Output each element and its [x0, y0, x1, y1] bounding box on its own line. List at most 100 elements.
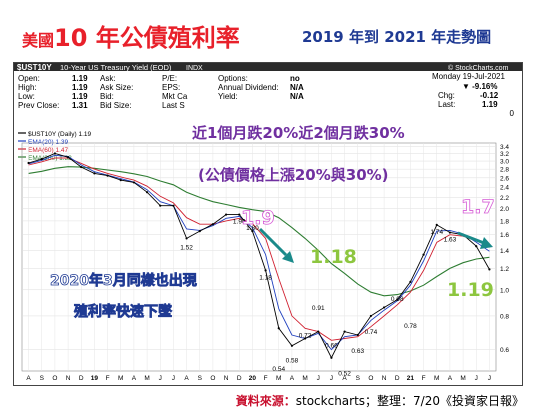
data-point — [80, 165, 83, 169]
index-tag: INDX — [186, 65, 203, 72]
credit-text: © StockCharts.com — [448, 64, 509, 72]
x-tick-label: J — [172, 375, 175, 382]
quote-label: Ask Size: — [100, 83, 133, 92]
data-point — [172, 204, 175, 207]
data-label: 0.91 — [312, 305, 325, 312]
x-tick-label: O — [210, 375, 215, 382]
y-tick-label: 2.2 — [500, 195, 509, 202]
x-tick-label: A — [342, 375, 347, 382]
annotation-level-1-7: 1.7 — [461, 196, 495, 218]
series-line — [28, 157, 490, 341]
data-label: 1.74 — [430, 229, 443, 236]
x-tick-label: F — [106, 375, 110, 382]
data-point — [303, 337, 307, 340]
quote-label: Options: — [218, 74, 248, 83]
y-tick-label: 3.4 — [500, 144, 509, 151]
x-tick-label: A — [184, 375, 189, 382]
y-tick-label: 2.6 — [500, 175, 509, 182]
arrow-2021-shaft — [457, 231, 485, 245]
quote-label: Annual Dividend: — [218, 83, 278, 92]
date-text: Monday 19-Jul-2021 — [432, 72, 505, 81]
quote-value: 1.19 — [72, 83, 88, 92]
series-line — [28, 154, 490, 351]
data-label: 1.80 — [246, 225, 259, 232]
x-tick-label: D — [395, 375, 400, 382]
quote-value: 1.31 — [72, 101, 88, 110]
data-point — [356, 333, 359, 337]
annotation-level-1-9: 1.9 — [241, 207, 275, 229]
source-text: stockcharts；整理：7/20《投資家日報》 — [295, 394, 524, 408]
x-tick-label: S — [198, 375, 203, 382]
quote-value: 1.19 — [72, 74, 88, 83]
plot-area — [21, 142, 497, 372]
data-point — [53, 152, 57, 155]
description-text: 10-Year US Treasury Yield (EOD) — [60, 63, 172, 72]
data-point — [277, 327, 280, 330]
quote-label: High: — [18, 83, 37, 92]
data-label: 1.18 — [259, 274, 272, 281]
source-footer: 資料來源：stockcharts；整理：7/20《投資家日報》 — [236, 392, 524, 409]
x-tick-label: O — [52, 375, 57, 382]
data-label: 0.74 — [365, 329, 378, 336]
arrow-2021-head — [480, 237, 493, 249]
data-label: 0.78 — [404, 323, 417, 330]
legend-label: $UST10Y (Daily) 1.19 — [28, 131, 91, 138]
x-tick-label: 19 — [91, 375, 99, 382]
y-tick-label: 3.2 — [500, 151, 509, 158]
quote-value: 1.19 — [72, 92, 88, 101]
data-point — [475, 245, 478, 248]
annotation-decline: 近1個月跌20%近2個月跌30% — [192, 124, 405, 142]
x-tick-label: M — [460, 375, 465, 382]
x-tick-label: N — [382, 375, 387, 382]
x-tick-label: 21 — [407, 375, 415, 382]
data-point — [435, 223, 438, 226]
arrow-2020-head — [282, 251, 294, 263]
data-point — [132, 181, 136, 184]
source-label: 資料來源： — [235, 394, 296, 408]
quote-value: no — [290, 74, 300, 83]
data-point — [159, 204, 162, 207]
x-tick-label: S — [40, 375, 45, 382]
annotation-bond-price: (公債價格上漲20%與30%) — [198, 166, 389, 184]
quote-label: P/E: — [162, 74, 177, 83]
legend-label: EMA(20) 1.39 — [28, 139, 68, 146]
last-value: 1.19 — [482, 100, 498, 109]
quote-label: Open: — [18, 74, 40, 83]
x-tick-label: J — [330, 375, 333, 382]
x-tick-label: J — [488, 375, 491, 382]
quote-label: EPS: — [162, 83, 180, 92]
annotation-2020-note-line2: 殖利率快速下墜 — [73, 303, 173, 320]
quote-label: Low: — [18, 92, 35, 101]
x-tick-label: A — [26, 375, 31, 382]
quote-label: Ask: — [100, 74, 116, 83]
data-point — [264, 269, 267, 272]
chg-value: -0.12 — [480, 91, 499, 100]
yield-chart: $UST10Y 10-Year US Treasury Yield (EOD) IN… — [14, 63, 522, 382]
x-tick-label: S — [356, 375, 361, 382]
x-tick-label: N — [224, 375, 229, 382]
y-tick-label: 3.0 — [500, 159, 509, 166]
series-line — [28, 153, 490, 359]
y-tick-label: 1.8 — [500, 218, 509, 225]
x-tick-label: O — [368, 375, 373, 382]
quote-value: N/A — [290, 83, 304, 92]
data-point — [238, 213, 241, 216]
header: 美國10 年公債殖利率 2019 年到 2021 年走勢圖 — [0, 0, 534, 60]
data-point — [185, 237, 188, 240]
quote-label: Yield: — [218, 92, 238, 101]
annotation-level-1-19: 1.19 — [447, 279, 494, 301]
page-subtitle: 2019 年到 2021 年走勢圖 — [302, 28, 492, 46]
data-point — [40, 158, 43, 161]
data-point — [488, 268, 491, 271]
quote-label: Prev Close: — [18, 101, 59, 110]
x-tick-label: F — [264, 375, 268, 382]
data-point — [409, 280, 412, 283]
title-highlight: 10 年公債殖利率 — [54, 24, 240, 52]
data-point — [119, 179, 122, 182]
data-point — [448, 231, 452, 234]
y-tick-label: 0.6 — [500, 347, 509, 354]
y-tick-label: 2.8 — [500, 167, 509, 174]
x-tick-label: D — [237, 375, 242, 382]
arrow-2020-shaft — [258, 227, 288, 257]
chart-frame: $UST10Y 10-Year US Treasury Yield (EOD) IN… — [13, 62, 523, 386]
